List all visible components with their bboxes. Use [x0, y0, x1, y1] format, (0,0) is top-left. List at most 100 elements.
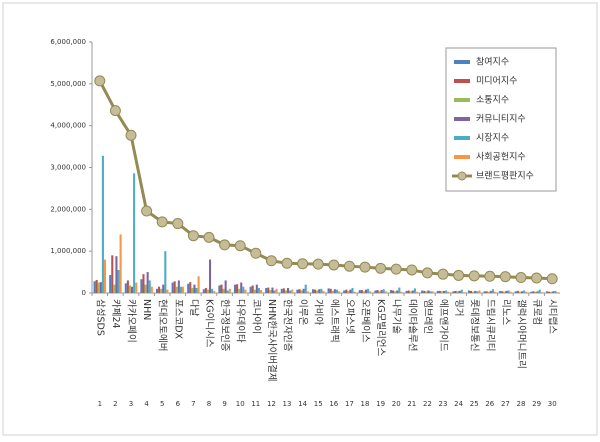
- x-tick-label: 카카오페이: [126, 299, 137, 343]
- bar: [548, 291, 551, 293]
- rank-label: 17: [345, 400, 354, 408]
- rank-label: 7: [191, 400, 195, 408]
- bar: [503, 291, 506, 293]
- x-tick-label: 갤럭시아머니트리: [516, 299, 528, 369]
- bar: [173, 281, 176, 293]
- bar: [195, 287, 198, 293]
- x-tick-label: 에프앤가이드: [438, 299, 449, 352]
- legend-label: 커뮤니티지수: [476, 114, 526, 125]
- bar: [113, 284, 116, 293]
- bar: [329, 288, 332, 293]
- bar: [501, 291, 504, 293]
- bar: [507, 290, 510, 293]
- rank-label: 11: [251, 400, 260, 408]
- bar: [556, 292, 559, 293]
- bar: [240, 282, 243, 293]
- rank-label: 4: [144, 400, 149, 408]
- bar: [476, 291, 479, 293]
- x-tick-label: 한국전자인증: [282, 299, 293, 352]
- bar: [445, 290, 448, 293]
- rank-label: 10: [236, 400, 245, 408]
- bar: [204, 287, 207, 293]
- bar: [228, 288, 231, 293]
- bar: [146, 272, 149, 293]
- x-tick-label: NHN: [141, 299, 152, 320]
- line-marker: [546, 273, 558, 285]
- bar: [269, 290, 272, 293]
- bar: [538, 289, 541, 293]
- bar: [164, 251, 167, 293]
- bar: [365, 289, 368, 293]
- x-tick-label: 리노스: [500, 299, 511, 325]
- bar: [233, 284, 237, 293]
- x-tick-label: 시티랩스: [547, 299, 559, 334]
- rank-label: 22: [423, 400, 432, 408]
- legend-label: 소통지수: [476, 95, 509, 106]
- bar: [458, 290, 461, 293]
- bar: [353, 291, 356, 293]
- rank-label: 20: [392, 400, 401, 408]
- bar: [474, 290, 477, 293]
- rank-label: 21: [407, 400, 416, 408]
- line-marker: [453, 269, 465, 281]
- bar: [140, 279, 143, 293]
- legend-label: 미디어지수: [476, 76, 517, 87]
- x-tick-label: 포스코DX: [172, 299, 183, 340]
- bar: [306, 291, 309, 293]
- bar: [181, 286, 185, 293]
- line-marker: [125, 129, 137, 141]
- y-tick-label: 3,000,000: [50, 164, 86, 172]
- bar: [289, 290, 292, 293]
- rank-label: 16: [329, 400, 338, 408]
- line-marker: [187, 230, 199, 242]
- line-marker: [312, 258, 324, 270]
- bar: [467, 290, 471, 293]
- line-marker: [172, 218, 184, 230]
- bar: [197, 276, 200, 293]
- bar: [220, 284, 223, 293]
- bar: [540, 292, 543, 293]
- bar: [133, 173, 136, 293]
- line-marker: [515, 272, 527, 284]
- bar: [452, 291, 455, 293]
- line-marker: [375, 262, 387, 274]
- y-tick-label: 6,000,000: [50, 38, 86, 46]
- bar: [333, 289, 336, 293]
- bar: [209, 259, 212, 293]
- legend-label: 시장지수: [476, 133, 509, 144]
- bar: [135, 282, 138, 293]
- bar: [177, 280, 180, 293]
- rank-label: 15: [314, 400, 323, 408]
- x-tick-label: 다우데이타: [235, 299, 246, 343]
- legend-swatch: [457, 171, 467, 181]
- bar: [369, 291, 372, 293]
- bar: [413, 288, 416, 293]
- bar: [128, 285, 131, 293]
- bar: [552, 291, 555, 293]
- bar: [148, 280, 151, 293]
- legend-swatch: [454, 98, 470, 102]
- line-marker: [156, 216, 168, 228]
- x-tick-label: 다날: [188, 299, 199, 317]
- bar: [454, 290, 457, 293]
- bar: [536, 291, 539, 293]
- bar: [242, 286, 245, 293]
- bar: [525, 291, 528, 293]
- bar: [405, 290, 408, 293]
- bar: [436, 290, 439, 293]
- x-tick-label: 가비아: [313, 299, 324, 325]
- line-marker: [109, 105, 121, 117]
- rank-label: 29: [532, 400, 541, 408]
- bar: [300, 290, 303, 293]
- y-tick-label: 4,000,000: [50, 122, 86, 130]
- bar: [284, 290, 287, 293]
- line-marker: [94, 75, 106, 87]
- x-tick-label: KG이니시스: [204, 299, 215, 348]
- x-tick-label: 큐로컴: [531, 299, 543, 325]
- bar: [189, 282, 192, 293]
- rank-label: 25: [470, 400, 479, 408]
- legend-swatch: [454, 117, 470, 121]
- x-tick-label: 현대오토에버: [157, 299, 168, 351]
- legend-swatch: [454, 155, 470, 159]
